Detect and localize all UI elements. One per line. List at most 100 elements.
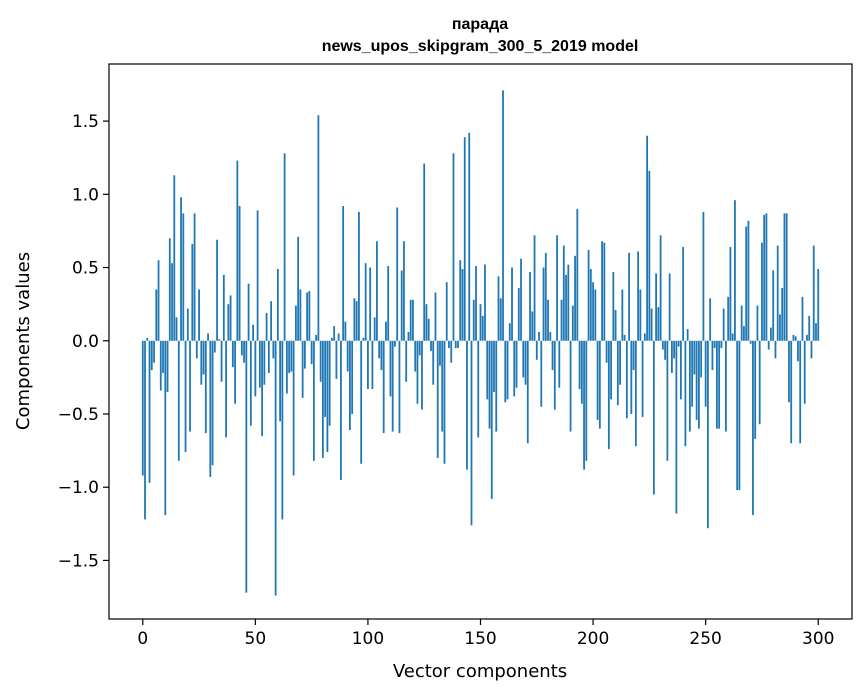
bar-226 — [650, 308, 653, 341]
bar-91 — [346, 340, 349, 372]
bar-166 — [515, 340, 518, 388]
bar-198 — [587, 249, 590, 341]
bar-55 — [265, 312, 268, 341]
bar-60 — [276, 269, 279, 341]
bar-68 — [294, 305, 297, 341]
bar-128 — [430, 340, 432, 352]
bar-207 — [607, 340, 610, 450]
bar-5 — [153, 340, 155, 363]
bar-255 — [716, 340, 718, 429]
x-tick-label: 250 — [689, 629, 721, 649]
bar-176 — [538, 331, 540, 341]
bar-240 — [682, 247, 685, 341]
bar-237 — [675, 340, 678, 514]
bar-12 — [168, 238, 171, 341]
bar-279 — [770, 327, 772, 341]
bar-69 — [297, 236, 300, 341]
bar-187 — [562, 245, 565, 341]
bar-134 — [443, 340, 446, 464]
bar-18 — [182, 213, 185, 341]
bar-24 — [195, 340, 198, 359]
bar-229 — [657, 307, 660, 341]
bar-49 — [252, 324, 254, 341]
bar-17 — [180, 197, 182, 341]
bar-206 — [605, 340, 608, 363]
bar-40 — [231, 340, 234, 368]
bar-95 — [355, 301, 358, 341]
bar-299 — [815, 323, 817, 341]
bar-157 — [495, 340, 498, 432]
bar-94 — [353, 298, 356, 341]
bar-219 — [634, 340, 637, 447]
bar-218 — [632, 340, 635, 371]
bar-76 — [312, 340, 315, 461]
bar-14 — [173, 175, 176, 341]
bar-70 — [299, 289, 302, 341]
bar-116 — [403, 241, 405, 341]
bar-19 — [184, 340, 187, 453]
bar-78 — [317, 115, 320, 341]
bar-243 — [688, 340, 691, 432]
bar-181 — [549, 331, 552, 341]
bar-90 — [344, 321, 347, 341]
bar-129 — [432, 340, 435, 385]
bar-34 — [218, 339, 221, 341]
bar-8 — [159, 340, 162, 391]
bar-203 — [598, 340, 601, 429]
bar-46 — [245, 340, 248, 593]
bar-280 — [772, 270, 775, 341]
bar-10 — [164, 340, 167, 516]
x-tick-label: 300 — [802, 629, 834, 649]
bar-58 — [272, 340, 275, 359]
bar-9 — [162, 340, 164, 373]
bar-253 — [711, 340, 714, 371]
bar-295 — [806, 334, 808, 341]
bar-213 — [621, 289, 624, 341]
bar-0 — [141, 340, 144, 476]
bar-275 — [761, 242, 763, 341]
bar-122 — [416, 340, 419, 404]
bar-185 — [558, 340, 561, 388]
bar-23 — [193, 213, 196, 341]
bar-211 — [616, 340, 619, 406]
bar-300 — [817, 269, 820, 341]
bar-205 — [603, 242, 606, 341]
bar-201 — [594, 289, 597, 341]
chart-title: парада — [452, 16, 508, 33]
bar-249 — [702, 211, 705, 341]
bar-50 — [254, 340, 257, 397]
bar-38 — [227, 304, 230, 341]
bar-169 — [522, 340, 525, 378]
bar-98 — [362, 337, 365, 341]
x-tick-label: 150 — [464, 629, 496, 649]
bar-159 — [499, 298, 502, 341]
bar-268 — [745, 226, 748, 341]
bar-137 — [450, 340, 453, 363]
bar-83 — [328, 340, 331, 426]
bar-39 — [229, 295, 232, 341]
bar-72 — [303, 340, 306, 369]
bar-232 — [664, 340, 667, 360]
bar-130 — [434, 292, 437, 341]
bar-252 — [709, 298, 712, 341]
bar-296 — [808, 315, 811, 341]
bar-168 — [520, 258, 522, 341]
bar-73 — [306, 292, 309, 341]
bar-118 — [407, 331, 410, 341]
bar-244 — [691, 340, 694, 407]
bar-2 — [146, 337, 149, 341]
bar-22 — [191, 244, 194, 341]
bar-131 — [436, 340, 439, 458]
bar-293 — [801, 296, 804, 341]
bar-269 — [747, 220, 750, 341]
bar-111 — [391, 340, 394, 432]
bar-164 — [511, 267, 513, 341]
bar-92 — [349, 340, 351, 431]
bar-63 — [283, 153, 286, 341]
bar-236 — [673, 340, 676, 359]
bar-96 — [358, 211, 360, 341]
bar-195 — [580, 340, 583, 404]
bar-288 — [790, 340, 793, 444]
bar-61 — [279, 340, 282, 422]
